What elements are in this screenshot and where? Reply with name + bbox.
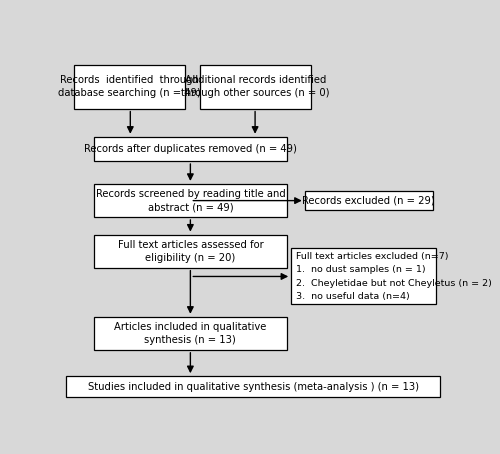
FancyBboxPatch shape bbox=[304, 191, 432, 210]
FancyBboxPatch shape bbox=[94, 137, 287, 161]
FancyBboxPatch shape bbox=[94, 235, 287, 268]
FancyBboxPatch shape bbox=[94, 317, 287, 350]
Text: Records excluded (n = 29): Records excluded (n = 29) bbox=[302, 195, 435, 205]
FancyBboxPatch shape bbox=[291, 248, 436, 305]
FancyBboxPatch shape bbox=[66, 376, 440, 397]
Text: Studies included in qualitative synthesis (meta-analysis ) (n = 13): Studies included in qualitative synthesi… bbox=[88, 381, 419, 392]
Text: Full text articles excluded (n=7)
1.  no dust samples (n = 1)
2.  Cheyletidae bu: Full text articles excluded (n=7) 1. no … bbox=[296, 252, 492, 301]
Text: Records after duplicates removed (n = 49): Records after duplicates removed (n = 49… bbox=[84, 144, 297, 154]
FancyBboxPatch shape bbox=[200, 65, 310, 109]
Text: Records  identified  through
database searching (n = 49): Records identified through database sear… bbox=[58, 75, 201, 99]
Text: Additional records identified
through other sources (n = 0): Additional records identified through ot… bbox=[181, 75, 330, 99]
Text: Records screened by reading title and
abstract (n = 49): Records screened by reading title and ab… bbox=[96, 189, 285, 212]
Text: Articles included in qualitative
synthesis (n = 13): Articles included in qualitative synthes… bbox=[114, 322, 266, 345]
Text: Full text articles assessed for
eligibility (n = 20): Full text articles assessed for eligibil… bbox=[118, 240, 263, 263]
FancyBboxPatch shape bbox=[74, 65, 184, 109]
FancyBboxPatch shape bbox=[94, 184, 287, 217]
